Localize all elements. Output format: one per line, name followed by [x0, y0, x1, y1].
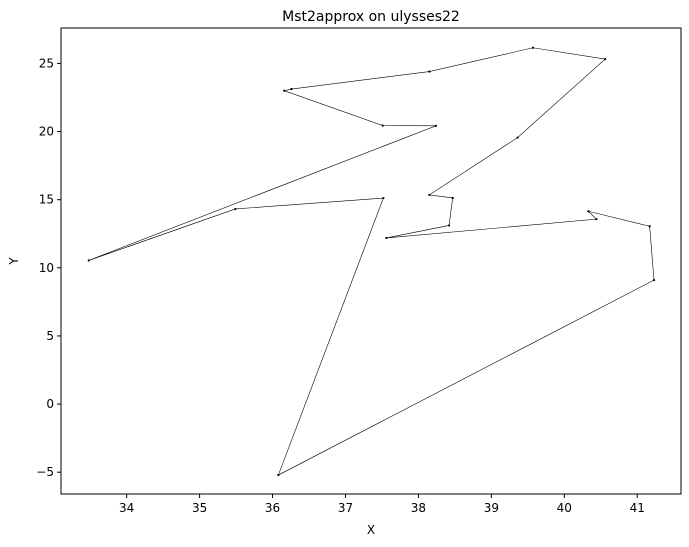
series-group — [87, 46, 656, 477]
city-point — [385, 236, 388, 240]
city-point — [595, 218, 598, 221]
city-point — [290, 87, 293, 91]
y-tick-label: 10 — [39, 261, 54, 275]
x-tick-label: 34 — [119, 501, 134, 515]
chart-title: Mst2approx on ulysses22 — [282, 9, 460, 25]
x-tick-label: 35 — [192, 501, 207, 515]
city-point — [604, 57, 607, 61]
city-point — [87, 259, 90, 262]
plot-frame — [60, 27, 682, 495]
city-point — [648, 225, 651, 228]
x-tick-label: 40 — [557, 501, 572, 515]
city-point — [277, 473, 280, 477]
ticks: 34 35 36 37 38 39 40 41 −5 0 5 10 15 20 25 — [36, 56, 645, 515]
y-tick-label: 25 — [39, 56, 54, 70]
city-point — [451, 196, 454, 200]
y-tick-label: 5 — [46, 329, 54, 343]
x-tick-label: 39 — [484, 501, 499, 515]
city-point — [652, 278, 656, 282]
city-point — [434, 124, 438, 127]
city-point — [283, 89, 286, 92]
city-point — [516, 136, 519, 139]
city-point — [447, 224, 451, 227]
x-tick-label: 41 — [630, 501, 645, 515]
y-tick-label: −5 — [36, 465, 54, 479]
y-tick-label: 20 — [39, 125, 54, 139]
y-tick-label: 15 — [39, 193, 54, 207]
city-point — [531, 46, 535, 49]
city-point — [428, 70, 431, 73]
y-axis-label: Y — [7, 257, 21, 266]
x-tick-label: 38 — [411, 501, 426, 515]
plot-background — [61, 28, 681, 494]
city-point — [428, 193, 431, 197]
x-axis-label: X — [367, 523, 375, 537]
city-point — [587, 210, 590, 213]
y-tick-label: 0 — [46, 397, 54, 411]
x-tick-label: 36 — [265, 501, 280, 515]
x-tick-label: 37 — [338, 501, 353, 515]
city-point — [381, 124, 384, 127]
city-point — [234, 207, 237, 211]
city-point — [382, 196, 385, 200]
